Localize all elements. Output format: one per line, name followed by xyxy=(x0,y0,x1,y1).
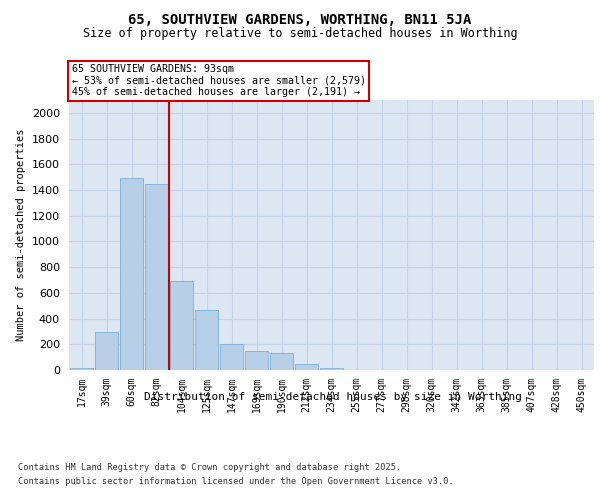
Bar xyxy=(295,364,318,370)
Text: 65 SOUTHVIEW GARDENS: 93sqm
← 53% of semi-detached houses are smaller (2,579)
45: 65 SOUTHVIEW GARDENS: 93sqm ← 53% of sem… xyxy=(71,64,365,98)
Text: Size of property relative to semi-detached houses in Worthing: Size of property relative to semi-detach… xyxy=(83,28,517,40)
Bar xyxy=(270,354,293,370)
Y-axis label: Number of semi-detached properties: Number of semi-detached properties xyxy=(16,128,26,341)
Bar xyxy=(120,178,143,370)
Bar xyxy=(245,350,268,370)
Text: 65, SOUTHVIEW GARDENS, WORTHING, BN11 5JA: 65, SOUTHVIEW GARDENS, WORTHING, BN11 5J… xyxy=(128,12,472,26)
Text: Contains HM Land Registry data © Crown copyright and database right 2025.: Contains HM Land Registry data © Crown c… xyxy=(18,462,401,471)
Text: Distribution of semi-detached houses by size in Worthing: Distribution of semi-detached houses by … xyxy=(144,392,522,402)
Bar xyxy=(145,184,168,370)
Bar xyxy=(70,368,93,370)
Bar xyxy=(170,282,193,370)
Bar xyxy=(95,332,118,370)
Bar xyxy=(195,310,218,370)
Text: Contains public sector information licensed under the Open Government Licence v3: Contains public sector information licen… xyxy=(18,478,454,486)
Bar xyxy=(220,344,243,370)
Bar xyxy=(320,368,343,370)
